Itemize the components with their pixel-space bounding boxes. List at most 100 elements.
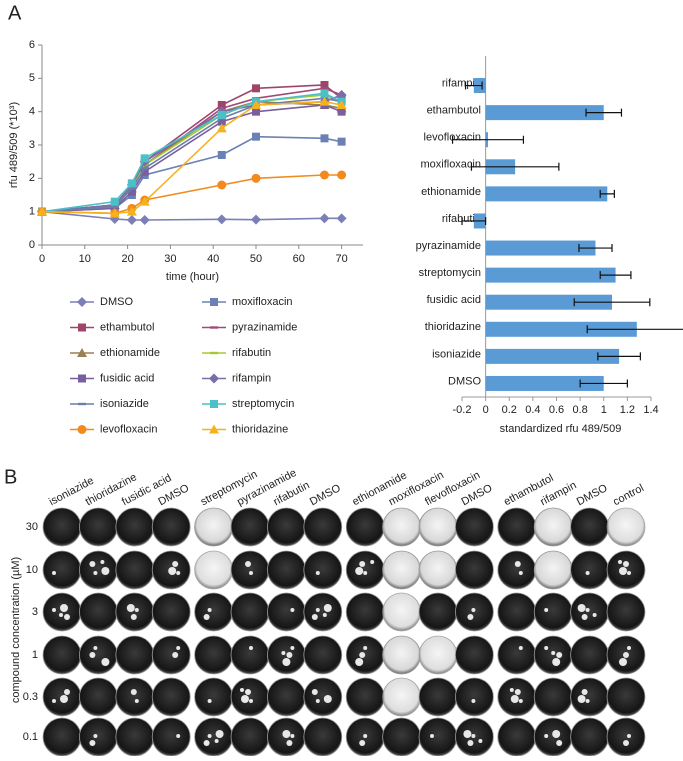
marker (252, 84, 260, 93)
plate (497, 507, 537, 547)
error-bar (579, 379, 628, 388)
colony (172, 652, 179, 658)
plate (533, 677, 573, 717)
colony (355, 658, 364, 666)
plate (266, 507, 306, 547)
colony (552, 658, 561, 666)
bar (485, 267, 616, 283)
colony (463, 730, 472, 738)
error-bar (586, 325, 683, 334)
colony (64, 689, 70, 695)
marker (251, 100, 261, 109)
colony (467, 740, 474, 746)
plates-y-label: compound concentration (µM) (10, 557, 22, 703)
plate (42, 717, 82, 757)
plate (151, 717, 191, 757)
plate (151, 677, 191, 717)
marker (109, 208, 120, 218)
colony (551, 651, 556, 655)
marker (78, 374, 86, 383)
colony (126, 604, 135, 612)
colony (518, 571, 523, 575)
x-tick-label: 1.2 (620, 404, 635, 416)
marker (319, 170, 329, 180)
marker (77, 348, 87, 357)
plate (454, 592, 494, 632)
plate (533, 717, 573, 757)
plate (570, 677, 609, 717)
plate (418, 677, 458, 717)
column-label: DMSO (575, 482, 610, 508)
colony (207, 734, 212, 738)
legend-label: isoniazide (100, 398, 149, 410)
error-bar (470, 162, 560, 171)
colony (207, 699, 212, 703)
colony (172, 561, 179, 567)
colony (544, 734, 549, 738)
x-tick-label: 30 (164, 253, 176, 265)
x-tick-label: 0 (39, 253, 45, 265)
plate (303, 592, 343, 632)
plate (418, 635, 458, 675)
error-bar (599, 271, 632, 280)
category-label: pyrazinamide (416, 240, 481, 252)
legend-label: pyrazinamide (232, 321, 297, 333)
colony (510, 695, 519, 703)
plate (230, 592, 270, 632)
plate (194, 592, 234, 632)
marker (217, 117, 226, 126)
colony (363, 734, 368, 738)
plate (382, 635, 422, 675)
colony (52, 571, 56, 575)
colony (518, 646, 523, 650)
colony (89, 561, 96, 567)
colony (52, 699, 56, 703)
plate (382, 550, 422, 590)
colony (471, 699, 476, 703)
marker (126, 215, 137, 225)
marker (78, 402, 86, 406)
colony (282, 658, 291, 666)
bar (485, 321, 637, 337)
marker (140, 154, 149, 163)
marker (210, 326, 218, 329)
x-tick-label: 70 (335, 253, 347, 265)
y-tick-label: 3 (29, 139, 35, 151)
plate (345, 550, 385, 590)
x-tick-label: -0.2 (453, 404, 472, 416)
plate (418, 550, 458, 590)
colony (93, 734, 98, 738)
colony (290, 646, 295, 650)
legend-label: rifabutin (232, 347, 271, 359)
plate (266, 592, 306, 632)
plate (115, 635, 155, 675)
plate (79, 635, 118, 675)
colony (577, 695, 586, 703)
plate (570, 635, 609, 675)
plate (194, 635, 234, 675)
marker (217, 151, 226, 159)
plate (570, 507, 609, 547)
colony (168, 567, 177, 575)
plate (79, 550, 118, 590)
colony (619, 658, 627, 666)
colony (323, 604, 332, 612)
colony (89, 740, 96, 746)
plate (230, 507, 270, 547)
colony (518, 699, 523, 703)
colony (245, 561, 251, 567)
colony (311, 689, 318, 695)
marker (336, 90, 347, 100)
colony (89, 652, 96, 658)
colony (93, 571, 98, 575)
colony (290, 608, 295, 612)
column-label: DMSO (308, 482, 343, 508)
colony (623, 652, 629, 658)
colony (552, 730, 561, 738)
marker (320, 89, 329, 98)
y-tick-label: 4 (29, 106, 35, 118)
plate (454, 550, 494, 590)
colony (623, 740, 629, 746)
colony (471, 608, 476, 612)
x-tick-label: 0.6 (549, 404, 564, 416)
